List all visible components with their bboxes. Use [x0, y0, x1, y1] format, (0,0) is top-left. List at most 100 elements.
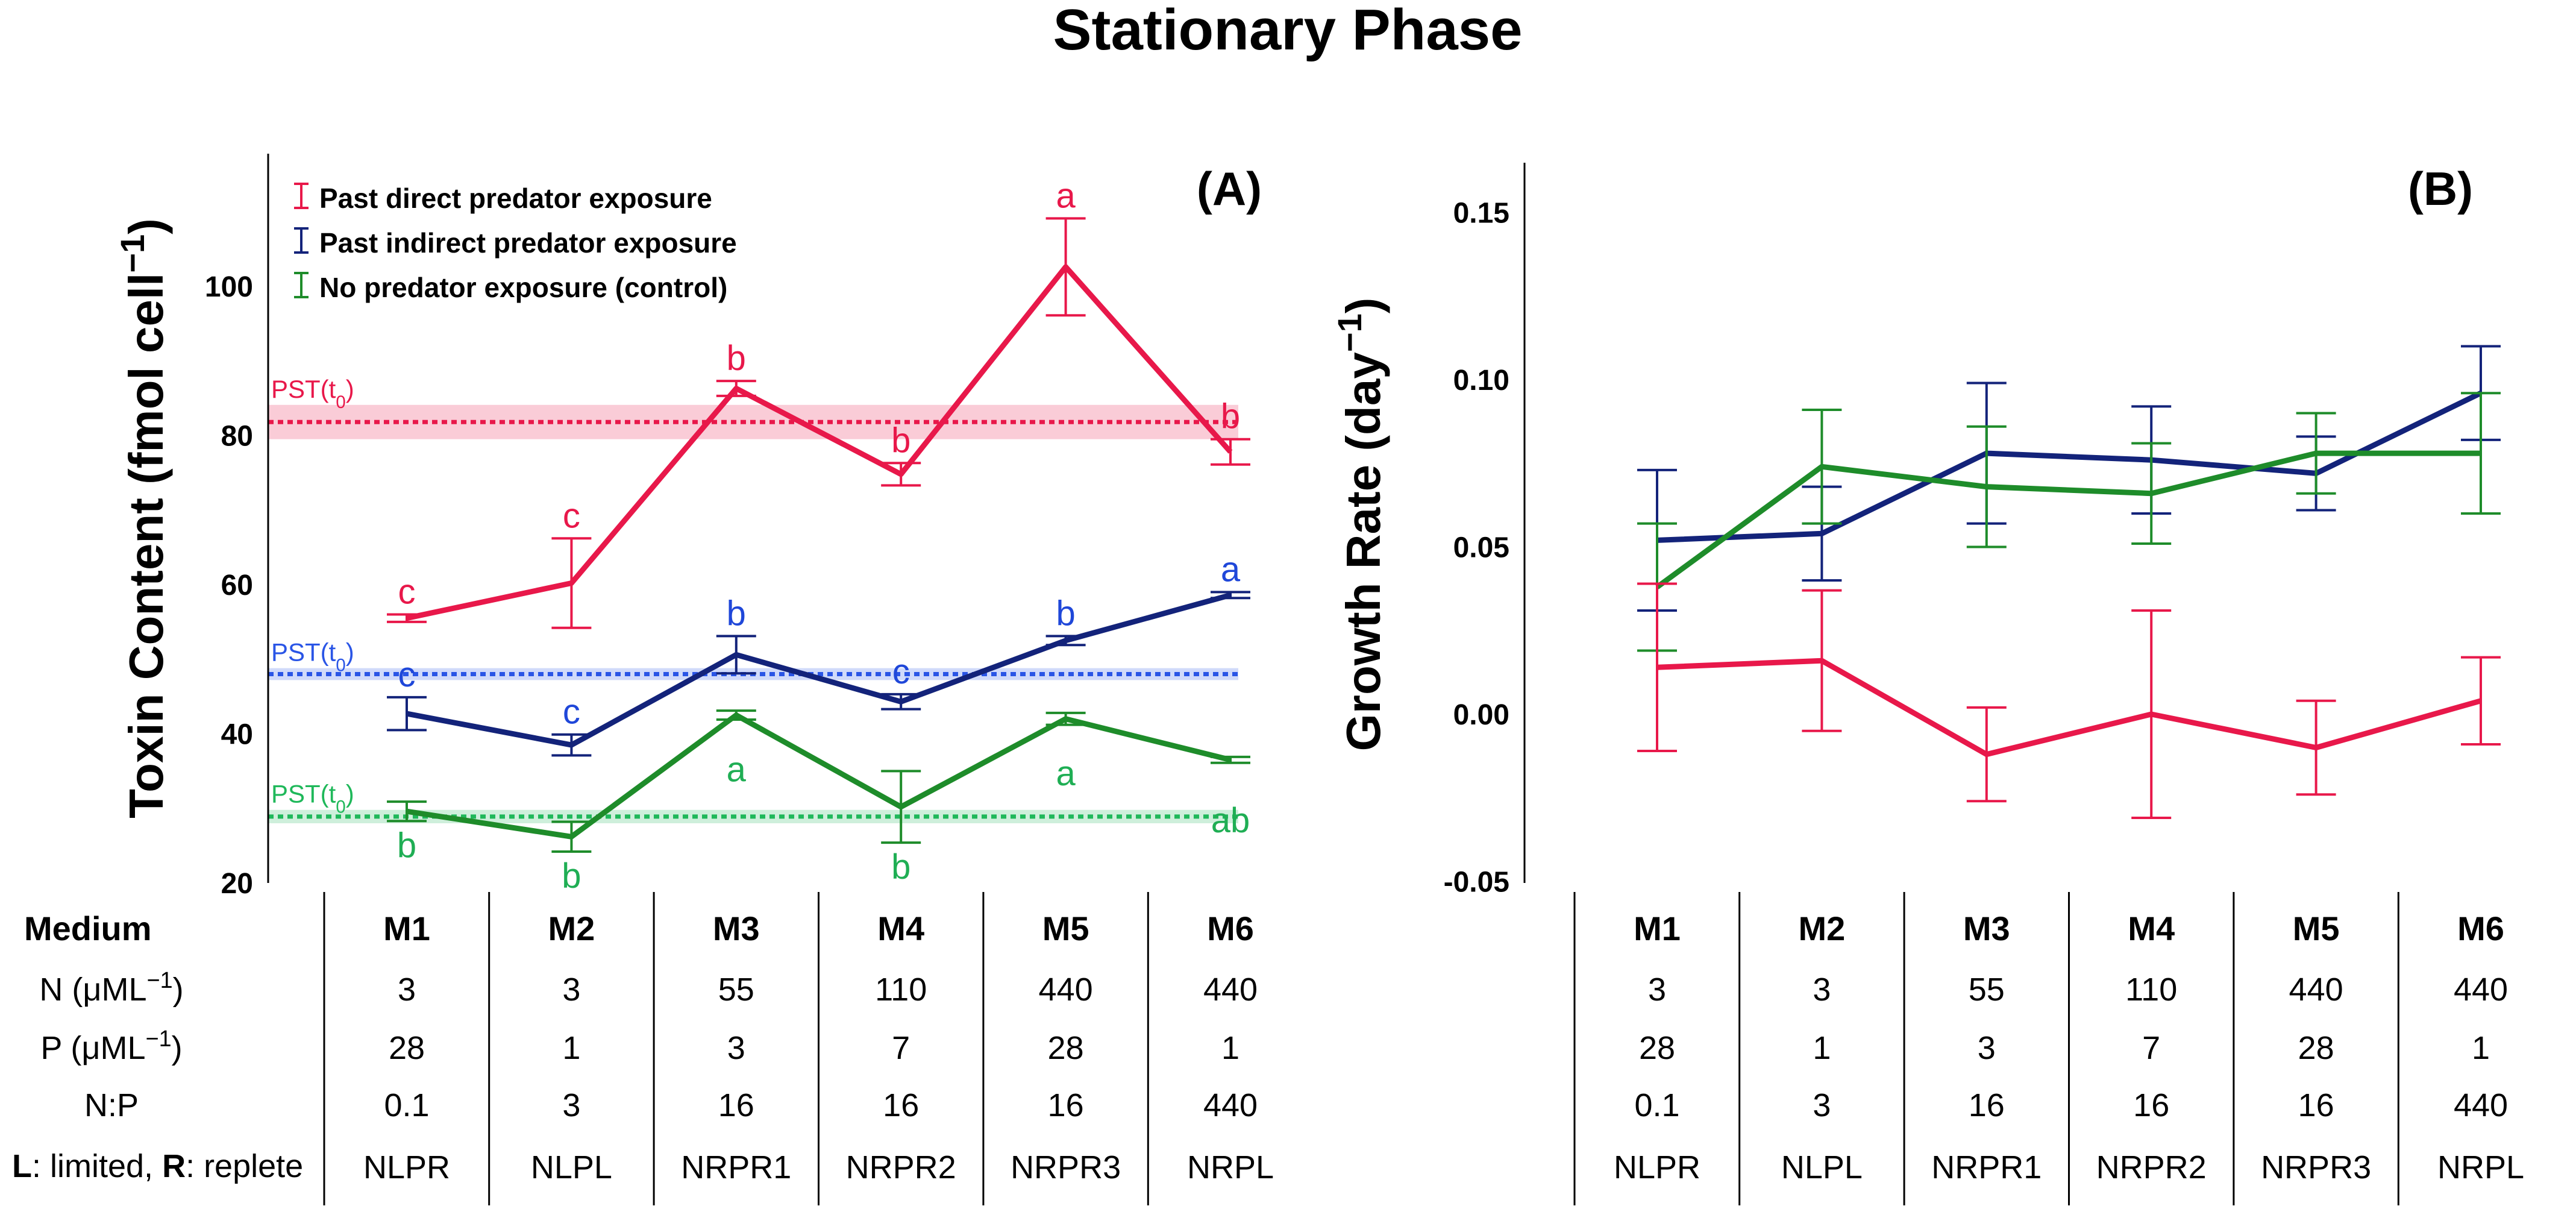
table-left-cell: NRPR1: [681, 1149, 791, 1185]
table-right-cell: NRPL: [2437, 1149, 2524, 1185]
significance-label: a: [727, 750, 747, 790]
legend-label: No predator exposure (control): [319, 272, 727, 303]
table-right-cell: NRPR2: [2096, 1149, 2207, 1185]
panel-a-reference-bands: PST(t0) PST(t0) PST(t0): [268, 375, 1238, 823]
panel-b-axes: -0.05 0.00 0.05 0.10 0.15: [1444, 163, 1526, 899]
panel-a-series: [387, 217, 1250, 853]
legend-label: Past direct predator exposure: [319, 183, 712, 214]
table-left-cell: 7: [892, 1030, 910, 1066]
significance-label: a: [1056, 176, 1076, 215]
table-right-cell: 7: [2142, 1030, 2160, 1066]
table-right-cell: 440: [2289, 972, 2343, 1008]
table-left-cell: M1: [383, 909, 430, 947]
table-right-cell: NLPR: [1614, 1149, 1700, 1185]
table-left-cell: 3: [727, 1030, 745, 1066]
table-right-cell: 1: [2472, 1030, 2490, 1066]
panel-b-series: [1637, 345, 2501, 820]
table-right-cell: 0.1: [1634, 1087, 1679, 1123]
table-right-cell: M3: [1963, 909, 2010, 947]
legend-item-2: No predator exposure (control): [294, 272, 727, 303]
legend-item-0: Past direct predator exposure: [294, 183, 712, 214]
panel-a-y-axis-label: Toxin Content (fmol cell−1): [113, 218, 174, 818]
table-right-cell: 28: [2298, 1030, 2334, 1066]
table-left-cell: M2: [548, 909, 595, 947]
significance-label: b: [727, 594, 746, 633]
table-right-cell: NRPR3: [2261, 1149, 2371, 1185]
panel-a-series-line-2: [406, 712, 1232, 840]
significance-label: a: [1056, 754, 1076, 793]
significance-label: c: [398, 655, 416, 694]
table-left-cell: 28: [1048, 1030, 1084, 1066]
table-row-label: P (μML−1): [40, 1026, 182, 1066]
significance-label: b: [1056, 594, 1075, 633]
table-right-cell: 110: [2125, 972, 2177, 1008]
significance-label: b: [891, 421, 910, 460]
table-left-cell: 16: [718, 1087, 754, 1123]
table-left-cell: NLPL: [531, 1149, 612, 1185]
table-row-label: N (μML−1): [39, 968, 183, 1008]
table-left-cell: NRPL: [1187, 1149, 1274, 1185]
significance-label: c: [563, 692, 580, 732]
panel-a-series-0: [387, 217, 1250, 629]
table-right: M1 3 28 0.1 NLPR M2 3 1 3 NLPL M3 55 3 16 NRPR1 M4 110 7 1…: [1573, 892, 2524, 1205]
table-left-cell: M6: [1207, 909, 1254, 947]
panel-a-series-1: [387, 591, 1250, 757]
table-left-cell: 1: [1221, 1030, 1239, 1066]
significance-label: b: [727, 339, 746, 378]
panel-a-y-tick: 40: [221, 719, 253, 751]
significance-label: b: [891, 847, 910, 887]
table-right-cell: M5: [2293, 909, 2340, 947]
table-row-label: N:P: [84, 1087, 139, 1123]
table-left-cell: 0.1: [384, 1087, 429, 1123]
table-right-cell: NLPL: [1781, 1149, 1863, 1185]
panel-a-label: (A): [1197, 162, 1262, 215]
legend-item-1: Past indirect predator exposure: [294, 227, 737, 259]
table-left-cell: 28: [389, 1030, 425, 1066]
table-right-cell: M4: [2128, 909, 2175, 947]
table-right-cell: M2: [1799, 909, 1846, 947]
significance-label: b: [562, 856, 581, 896]
table-right-cell: M1: [1634, 909, 1681, 947]
table-right-cell: 16: [1969, 1087, 2005, 1123]
table-left-cell: M3: [713, 909, 760, 947]
table-right-cell: 3: [1978, 1030, 1996, 1066]
table-right-cell: 16: [2298, 1087, 2334, 1123]
significance-label: b: [397, 826, 416, 865]
table-right-cell: 16: [2133, 1087, 2169, 1123]
table-left-cell: NRPR3: [1011, 1149, 1121, 1185]
significance-label: c: [892, 652, 910, 691]
table-right-cell: 1: [1813, 1030, 1831, 1066]
panel-b-series-1: [1637, 392, 2501, 652]
significance-label: c: [398, 573, 416, 612]
significance-label: c: [563, 496, 580, 535]
table-left-cell: 110: [875, 972, 927, 1008]
table-left-cell: 440: [1039, 972, 1093, 1008]
table-right-cell: 3: [1813, 972, 1831, 1008]
table-left-cell: M4: [877, 909, 924, 947]
table-right-cell: 440: [2454, 972, 2508, 1008]
panel-b-y-axis-label: Growth Rate (day−1): [1330, 298, 1391, 752]
panel-a-y-tick: 100: [205, 271, 253, 303]
table-left-cell: 55: [718, 972, 754, 1008]
panel-a-series-2: [387, 709, 1250, 853]
figure-title: Stationary Phase: [1053, 0, 1523, 62]
pst-label-0: PST(t0): [271, 375, 354, 412]
panel-b-y-tick: 0.05: [1453, 532, 1509, 564]
panel-a-y-tick: 60: [221, 570, 253, 601]
significance-label: b: [1221, 397, 1240, 436]
table-left-cell: 3: [562, 972, 580, 1008]
panel-a-series-line-1: [406, 592, 1232, 748]
panel-b-y-tick: -0.05: [1444, 867, 1509, 899]
panel-b: -0.05 0.00 0.05 0.10 0.15 (B) Growth Rate (d…: [1330, 162, 2501, 899]
table-left-cell: 3: [562, 1087, 580, 1123]
panel-a-legend: Past direct predator exposure Past indire…: [294, 183, 737, 303]
panel-b-series-line-1: [1655, 450, 2481, 589]
panel-b-series-line-2: [1656, 658, 2482, 758]
table-left-cell: NRPR2: [846, 1149, 956, 1185]
table-left-cell: 16: [883, 1087, 919, 1123]
panel-b-label: (B): [2408, 162, 2473, 215]
panel-a-y-tick: 20: [221, 868, 253, 900]
panel-b-y-tick: 0.10: [1453, 365, 1509, 397]
